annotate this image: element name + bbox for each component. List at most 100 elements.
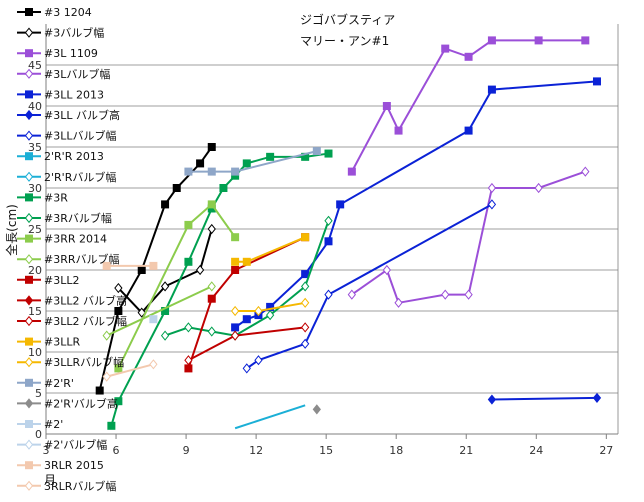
legend-label: #3LL2 (44, 274, 79, 287)
series-6 (242, 199, 497, 374)
data-point (336, 200, 345, 209)
data-point (160, 330, 170, 341)
legend-label: #2'バルブ幅 (44, 438, 107, 452)
series-line (187, 236, 306, 369)
legend-entry: #3LLバルブ幅 (17, 129, 116, 143)
data-point (347, 289, 356, 300)
data-point (184, 257, 193, 266)
data-point (184, 167, 193, 176)
series-line (234, 404, 306, 430)
legend-label: #3LL バルブ高 (44, 108, 120, 122)
data-point (242, 363, 251, 374)
data-point (324, 215, 333, 226)
data-point (149, 261, 158, 270)
series-18 (184, 147, 321, 176)
data-point (324, 149, 333, 158)
data-point (207, 200, 216, 209)
data-point (184, 355, 193, 366)
data-point (347, 167, 356, 176)
series-16 (231, 233, 310, 266)
legend-entry: #3LL バルブ高 (17, 108, 120, 122)
data-point (114, 307, 123, 315)
legend-label: #2'R'バルブ高 (44, 396, 118, 410)
legend-label: #3RR 2014 (44, 233, 107, 246)
legend-entry: #3Lバルブ幅 (17, 67, 110, 81)
data-point (107, 421, 116, 430)
legend-entry: #3L 1109 (17, 47, 98, 60)
legend-marker (24, 357, 34, 368)
data-point (324, 237, 333, 246)
legend-marker (24, 254, 34, 265)
legend-label: #3Lバルブ幅 (44, 67, 110, 81)
data-point (592, 392, 602, 404)
legend-entry: #3LLR (17, 336, 80, 349)
legend-label: #2' (44, 418, 63, 431)
legend-entry: #3RRバルブ幅 (17, 252, 120, 266)
y-tick-label: 40 (28, 100, 42, 113)
series-12 (102, 281, 216, 341)
data-point (207, 281, 216, 292)
series-line (106, 285, 213, 337)
legend-entry: #3LL2 バルブ高 (17, 293, 127, 307)
data-point (231, 323, 240, 332)
x-tick-label: 3 (43, 444, 50, 457)
data-point (231, 167, 240, 176)
data-point (487, 394, 497, 405)
legend-marker (25, 49, 33, 58)
legend-marker (24, 68, 34, 79)
legend-entry: 2'R'Rバルブ幅 (17, 170, 116, 184)
series-20 (149, 315, 158, 324)
data-point (207, 223, 216, 235)
data-point (231, 257, 240, 266)
series-7 (234, 404, 306, 430)
x-axis-title: 月 (44, 473, 56, 487)
data-point (254, 305, 263, 317)
data-point (160, 281, 170, 292)
legend-label: #3Rバルブ幅 (44, 211, 112, 225)
data-point (114, 364, 123, 373)
data-point (231, 266, 240, 274)
data-point (534, 36, 543, 45)
data-point (172, 184, 181, 192)
legend-marker (25, 90, 33, 99)
legend-label: #2'R' (44, 377, 74, 390)
data-point (242, 315, 251, 324)
data-point (265, 310, 275, 321)
x-tick-label: 15 (319, 444, 333, 457)
legend-entry: #3バルブ幅 (17, 26, 104, 40)
legend-label: #3R (44, 191, 68, 204)
data-point (254, 355, 263, 366)
data-point (196, 159, 205, 168)
y-tick-label: 45 (28, 59, 42, 72)
data-point (242, 159, 251, 168)
legend-entry: #3R (17, 191, 68, 204)
y-tick-label: 15 (28, 305, 42, 318)
data-point (382, 102, 391, 110)
legend-label: #3 1204 (44, 6, 92, 19)
legend-entry: #2'R'バルブ高 (17, 396, 118, 410)
x-tick-label: 9 (183, 444, 190, 457)
data-point (394, 297, 403, 308)
data-point (592, 77, 601, 86)
data-point (102, 371, 111, 382)
legend: #3 1204 #3バルブ幅 #3L 1109 #3Lバルブ幅 #3LL 2013 #3L… (17, 6, 127, 493)
legend-label: #3L 1109 (44, 47, 98, 60)
data-point (581, 36, 590, 45)
legend-marker (24, 295, 34, 306)
data-point (394, 126, 403, 135)
legend-marker (25, 378, 33, 387)
data-point (114, 282, 123, 294)
data-point (195, 264, 205, 276)
legend-entry: #3Rバルブ幅 (17, 211, 112, 225)
legend-label: 2'R'R 2013 (44, 150, 104, 163)
data-point (312, 404, 321, 415)
legend-marker (24, 480, 34, 491)
x-tick-label: 6 (113, 444, 120, 457)
data-point (266, 152, 275, 161)
data-point (301, 338, 310, 349)
legend-marker (25, 461, 33, 470)
legend-label: 3RLRバルブ幅 (44, 479, 116, 493)
legend-marker (24, 212, 34, 224)
legend-marker (24, 398, 34, 409)
